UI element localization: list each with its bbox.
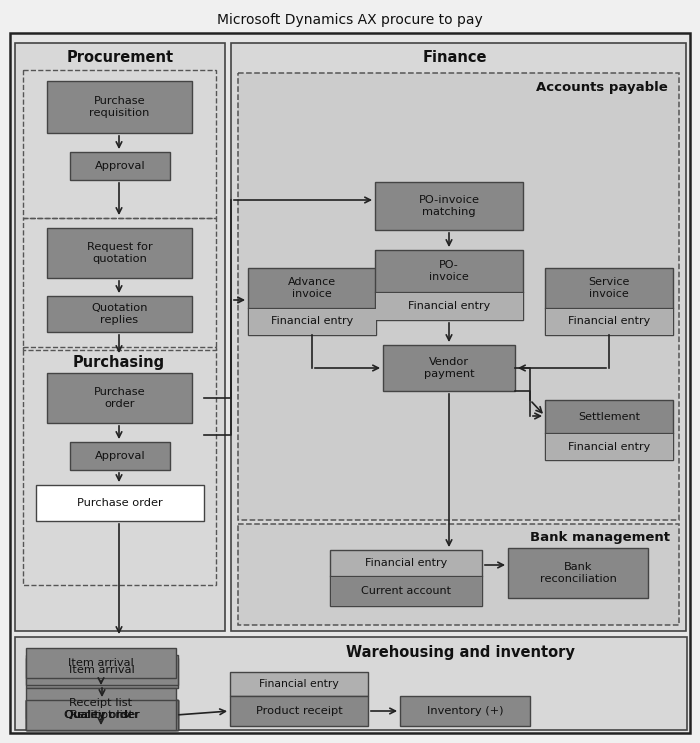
- Bar: [47, 296, 192, 332]
- Text: Finance: Finance: [423, 51, 487, 65]
- Text: Item arrival: Item arrival: [69, 668, 135, 678]
- Text: Vendor
payment: Vendor payment: [424, 357, 475, 379]
- Text: Quality order: Quality order: [64, 710, 139, 720]
- Text: Bank management: Bank management: [530, 531, 670, 545]
- Text: Financial entry: Financial entry: [365, 558, 447, 568]
- Text: Financial entry: Financial entry: [271, 317, 353, 326]
- Bar: [70, 152, 170, 180]
- Text: Approval: Approval: [94, 451, 146, 461]
- Text: Financial entry: Financial entry: [568, 317, 650, 326]
- Bar: [26, 700, 178, 730]
- Bar: [375, 293, 522, 319]
- Text: Purchase order: Purchase order: [77, 498, 163, 508]
- Bar: [47, 81, 192, 133]
- Text: PO-invoice
matching: PO-invoice matching: [419, 195, 480, 217]
- Text: Financial entry: Financial entry: [568, 441, 650, 452]
- Bar: [238, 524, 679, 625]
- Text: Microsoft Dynamics AX procure to pay: Microsoft Dynamics AX procure to pay: [217, 13, 483, 27]
- Text: Bank
reconciliation: Bank reconciliation: [540, 562, 617, 584]
- Text: Quality order: Quality order: [64, 710, 139, 720]
- Text: Financial entry: Financial entry: [259, 679, 339, 689]
- Text: Service
invoice: Service invoice: [588, 277, 630, 299]
- Bar: [70, 442, 170, 470]
- Bar: [26, 648, 176, 678]
- Bar: [23, 218, 216, 350]
- Bar: [238, 73, 679, 520]
- Bar: [231, 43, 686, 631]
- Bar: [26, 658, 178, 688]
- Text: Settlement: Settlement: [578, 412, 640, 421]
- Text: Receipt list: Receipt list: [71, 710, 134, 720]
- Text: Quotation
replies: Quotation replies: [91, 303, 148, 325]
- Bar: [330, 550, 482, 606]
- Bar: [330, 577, 482, 606]
- Text: Request for
quotation: Request for quotation: [87, 241, 153, 265]
- Bar: [248, 308, 375, 334]
- Bar: [23, 347, 216, 585]
- Text: Product receipt: Product receipt: [256, 706, 342, 716]
- Text: Receipt list: Receipt list: [69, 698, 132, 708]
- Text: Current account: Current account: [361, 586, 451, 596]
- Bar: [26, 688, 176, 718]
- Text: Quality order: Quality order: [64, 710, 139, 720]
- Text: Purchasing: Purchasing: [73, 354, 165, 369]
- Bar: [375, 182, 523, 230]
- Bar: [230, 672, 368, 696]
- Bar: [47, 228, 192, 278]
- Text: Accounts payable: Accounts payable: [536, 80, 668, 94]
- Bar: [26, 700, 178, 730]
- Text: Approval: Approval: [94, 161, 146, 171]
- Bar: [26, 655, 178, 685]
- Text: Financial entry: Financial entry: [408, 301, 490, 311]
- Text: Purchase
order: Purchase order: [94, 387, 146, 409]
- Bar: [230, 696, 368, 726]
- Text: Item arrival: Item arrival: [69, 665, 135, 675]
- Bar: [15, 43, 225, 631]
- Bar: [23, 70, 216, 218]
- Bar: [545, 433, 673, 459]
- Bar: [47, 373, 192, 423]
- Text: Receipt list: Receipt list: [71, 710, 134, 720]
- Text: Purchase
requisition: Purchase requisition: [90, 96, 150, 118]
- Text: Procurement: Procurement: [66, 51, 174, 65]
- Bar: [15, 637, 687, 730]
- Bar: [545, 308, 673, 334]
- Text: PO-
invoice: PO- invoice: [429, 260, 469, 282]
- Bar: [400, 696, 530, 726]
- Bar: [26, 700, 178, 730]
- Bar: [375, 250, 523, 320]
- Text: Warehousing and inventory: Warehousing and inventory: [346, 644, 575, 660]
- Bar: [545, 400, 673, 460]
- Text: Item arrival: Item arrival: [68, 658, 134, 668]
- Text: Advance
invoice: Advance invoice: [288, 277, 336, 299]
- Bar: [26, 700, 178, 730]
- Bar: [508, 548, 648, 598]
- Bar: [36, 485, 204, 521]
- Text: Inventory (+): Inventory (+): [427, 706, 503, 716]
- Bar: [383, 345, 515, 391]
- Bar: [248, 268, 376, 335]
- Bar: [26, 700, 176, 730]
- Bar: [545, 268, 673, 335]
